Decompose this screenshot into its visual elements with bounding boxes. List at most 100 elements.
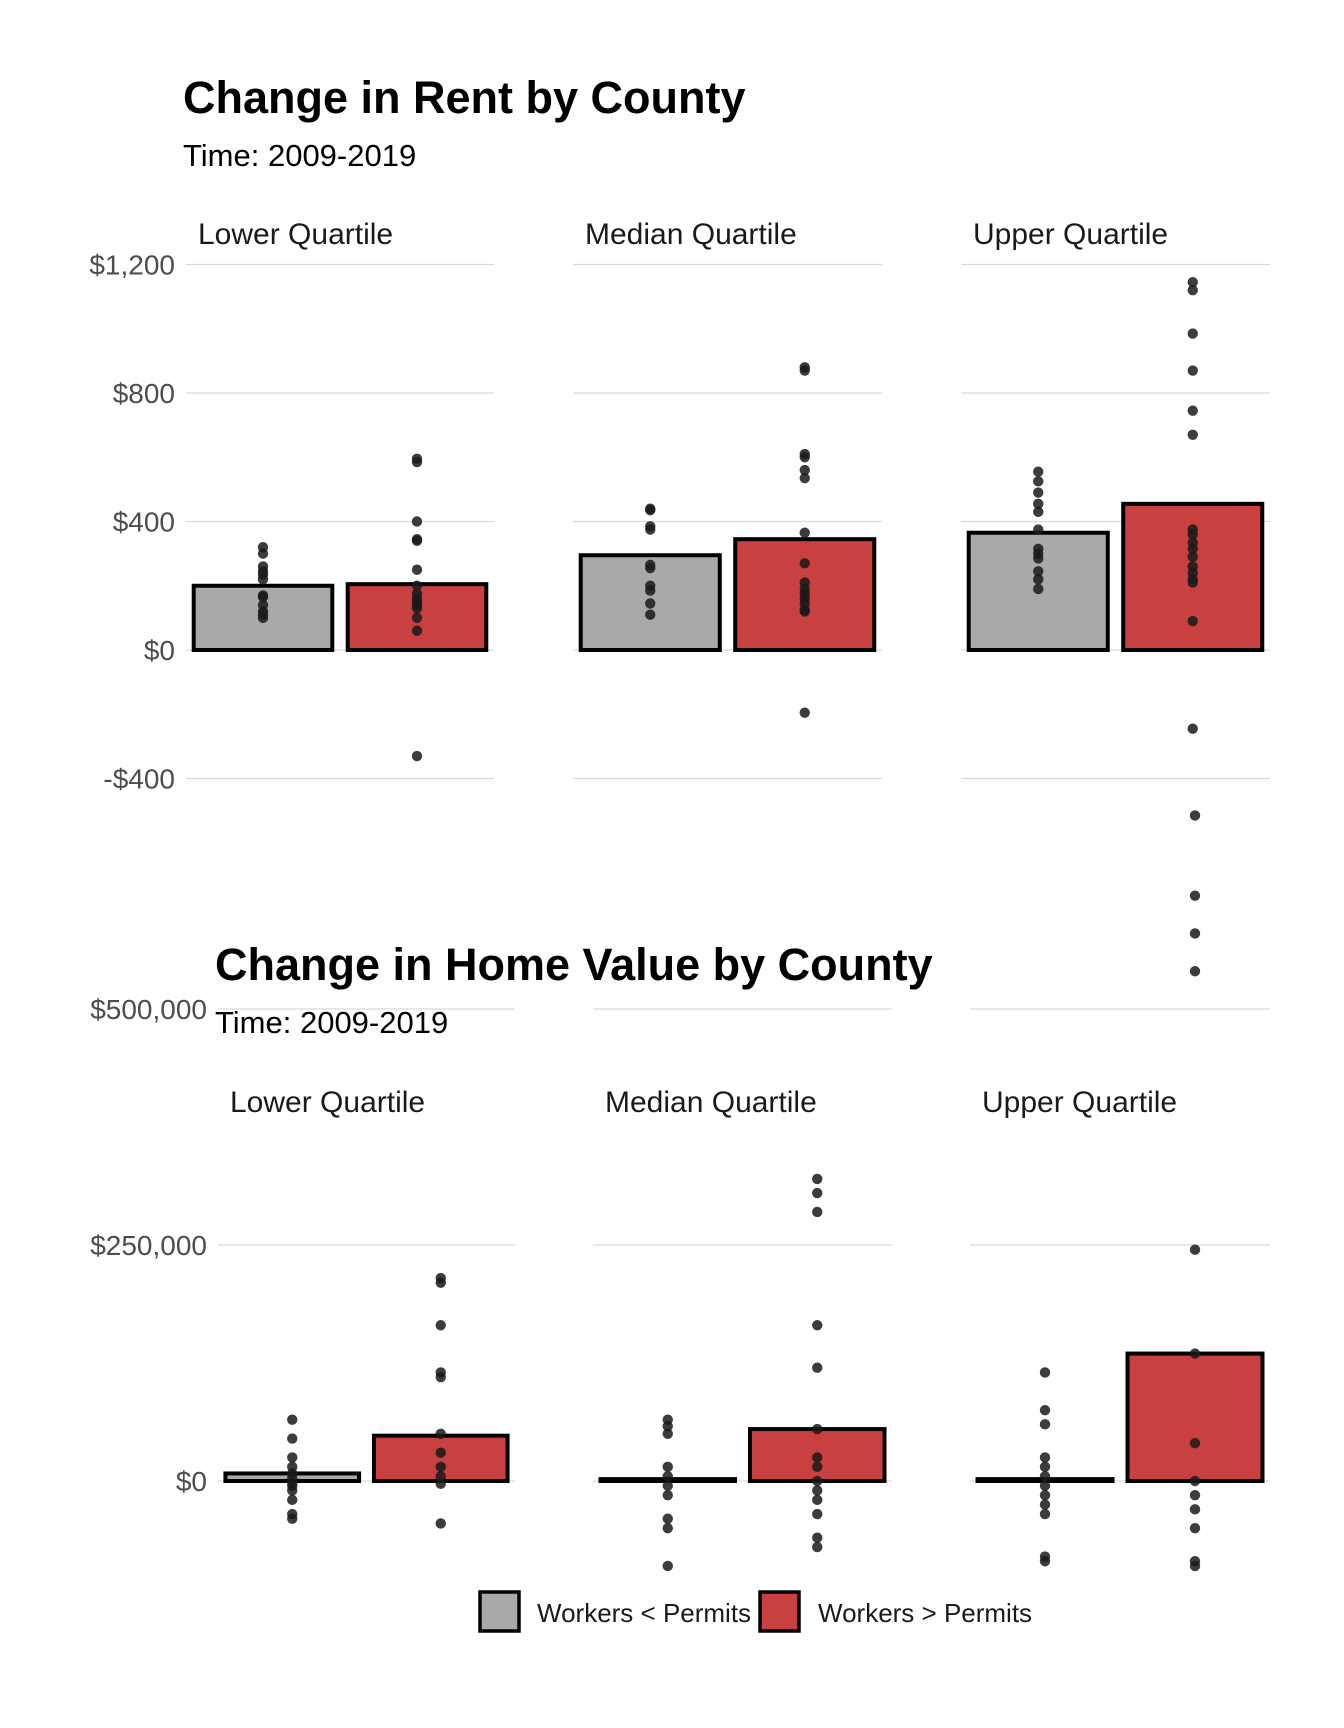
- facet-strip-label: Upper Quartile: [982, 1086, 1177, 1119]
- data-point: [1189, 890, 1201, 901]
- data-point: [411, 750, 423, 762]
- home-value-chart-subtitle: Time: 2009-2019: [215, 1005, 448, 1040]
- data-point: [1039, 1471, 1051, 1482]
- data-point: [1189, 928, 1201, 939]
- y-tick-label: $400: [113, 507, 175, 538]
- data-point: [645, 598, 656, 609]
- data-point: [1187, 615, 1198, 627]
- data-point: [1189, 1504, 1201, 1515]
- data-point: [662, 1489, 673, 1501]
- data-point: [812, 1423, 823, 1435]
- data-point: [812, 1532, 823, 1543]
- data-point: [799, 365, 810, 376]
- data-point: [662, 1421, 673, 1432]
- data-point: [1187, 429, 1198, 440]
- data-point: [799, 558, 810, 569]
- data-point: [1039, 1461, 1051, 1473]
- data-point: [1039, 1405, 1051, 1416]
- data-point: [287, 1513, 298, 1524]
- facet-strip-label: Median Quartile: [605, 1086, 817, 1119]
- y-tick-label: $0: [144, 635, 175, 666]
- legend-swatch: [478, 1590, 521, 1633]
- data-point: [287, 1485, 298, 1496]
- data-point: [812, 1508, 823, 1520]
- data-point: [812, 1541, 823, 1553]
- data-point: [799, 707, 810, 718]
- data-point: [1039, 1508, 1051, 1520]
- data-point: [645, 609, 656, 620]
- data-point: [411, 612, 423, 624]
- data-point: [812, 1485, 823, 1496]
- data-point: [812, 1320, 823, 1331]
- data-point: [435, 1277, 446, 1288]
- data-point: [812, 1494, 823, 1506]
- data-point: [1033, 583, 1044, 595]
- data-point: [1187, 551, 1198, 563]
- data-point: [411, 603, 423, 614]
- data-point: [812, 1461, 823, 1473]
- data-point: [1033, 506, 1044, 518]
- data-point: [287, 1414, 298, 1425]
- data-point: [411, 535, 423, 546]
- data-point: [411, 564, 423, 575]
- data-point: [1189, 1560, 1201, 1572]
- facet-panel: Upper Quartile: [961, 218, 1270, 780]
- y-tick-label: $0: [176, 1466, 207, 1497]
- data-point: [287, 1433, 298, 1444]
- data-point: [1033, 466, 1044, 477]
- data-point: [799, 472, 810, 484]
- legend: Workers < Permits Workers > Permits: [478, 1590, 1032, 1633]
- legend-label: Workers > Permits: [818, 1598, 1032, 1628]
- data-point: [257, 548, 269, 559]
- data-point: [812, 1206, 823, 1218]
- facet-panel: Lower Quartile: [186, 218, 494, 780]
- data-point: [1189, 966, 1201, 977]
- facet-strip-label: Lower Quartile: [230, 1086, 425, 1119]
- rent-chart-subtitle: Time: 2009-2019: [183, 138, 416, 173]
- facet-strip-label: Lower Quartile: [198, 218, 393, 251]
- data-point: [1189, 1489, 1201, 1501]
- data-point: [662, 1461, 673, 1473]
- data-point: [1039, 1489, 1051, 1501]
- data-point: [1033, 498, 1044, 510]
- rent-chart-title: Change in Rent by County: [183, 72, 746, 123]
- data-point: [662, 1560, 673, 1572]
- data-point: [812, 1475, 823, 1487]
- data-point: [799, 527, 810, 538]
- data-point: [435, 1447, 446, 1458]
- data-point: [812, 1452, 823, 1463]
- data-point: [662, 1513, 673, 1524]
- data-point: [435, 1320, 446, 1331]
- data-point: [1039, 1499, 1051, 1510]
- data-point: [1187, 543, 1198, 555]
- data-point: [1033, 574, 1044, 585]
- legend-swatch: [758, 1590, 801, 1633]
- data-point: [1039, 1452, 1051, 1463]
- data-point: [1189, 1475, 1201, 1487]
- data-point: [257, 612, 269, 624]
- y-tick-label: $1,200: [89, 250, 175, 281]
- data-point: [287, 1494, 298, 1506]
- data-point: [812, 1187, 823, 1199]
- data-point: [645, 505, 656, 516]
- data-point: [662, 1480, 673, 1491]
- data-point: [435, 1478, 446, 1490]
- data-point: [1189, 1244, 1201, 1255]
- data-point: [411, 456, 423, 468]
- y-tick-label: $500,000: [90, 994, 207, 1025]
- data-point: [1187, 529, 1198, 540]
- data-point: [257, 574, 269, 585]
- data-point: [662, 1523, 673, 1534]
- data-point: [1187, 723, 1198, 734]
- data-point: [1039, 1556, 1051, 1567]
- data-point: [1039, 1419, 1051, 1430]
- data-point: [662, 1428, 673, 1440]
- legend-label: Workers < Permits: [537, 1598, 751, 1628]
- data-point: [411, 625, 423, 636]
- home-value-chart: Change in Home Value by County Time: 200…: [90, 810, 1270, 1572]
- data-point: [645, 585, 656, 596]
- data-point: [257, 591, 269, 603]
- data-point: [662, 1471, 673, 1482]
- facet-strip-label: Upper Quartile: [973, 218, 1168, 251]
